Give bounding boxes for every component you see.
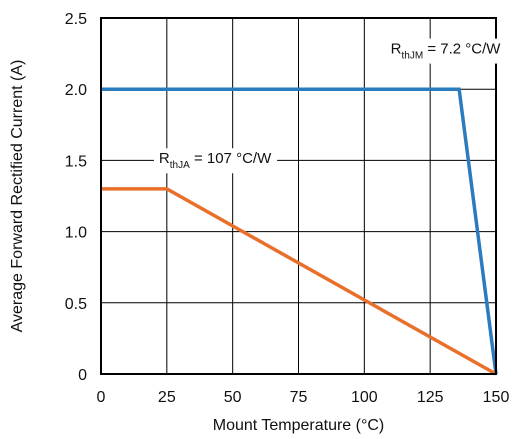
y-tick-label: 2.5 — [65, 11, 87, 28]
x-axis-label: Mount Temperature (°C) — [213, 417, 385, 434]
x-tick-label: 75 — [290, 389, 308, 406]
x-tick-label: 0 — [97, 389, 106, 406]
y-tick-label: 2.0 — [65, 82, 87, 99]
annotations: RthJM = 7.2 °C/W RthJA = 107 °C/W — [153, 38, 507, 174]
x-tick-label: 25 — [158, 389, 176, 406]
y-tick-label: 1.0 — [65, 225, 87, 242]
series-annotation-2: RthJA = 107 °C/W — [159, 150, 272, 171]
tick-labels: 0 25 50 75 100 125 150 0 0.5 1.0 1.5 2.0 2.5 — [65, 11, 510, 406]
x-tick-label: 100 — [351, 389, 378, 406]
annotation-background — [385, 38, 507, 64]
x-tick-label: 125 — [417, 389, 444, 406]
series-line-1 — [101, 87, 498, 375]
x-tick-label: 150 — [483, 389, 510, 406]
series-line-2 — [101, 187, 497, 376]
y-tick-label: 1.5 — [65, 153, 87, 170]
y-axis-label: Average Forward Rectified Current (A) — [9, 60, 26, 333]
plot-frame — [100, 17, 497, 375]
annotation-background — [153, 148, 278, 174]
y-tick-label: 0 — [78, 367, 87, 384]
series-lines — [101, 87, 498, 376]
x-tick-label: 50 — [224, 389, 242, 406]
y-tick-label: 0.5 — [65, 296, 87, 313]
series-annotation-1: RthJM = 7.2 °C/W — [391, 41, 502, 62]
grid-lines — [100, 17, 497, 375]
